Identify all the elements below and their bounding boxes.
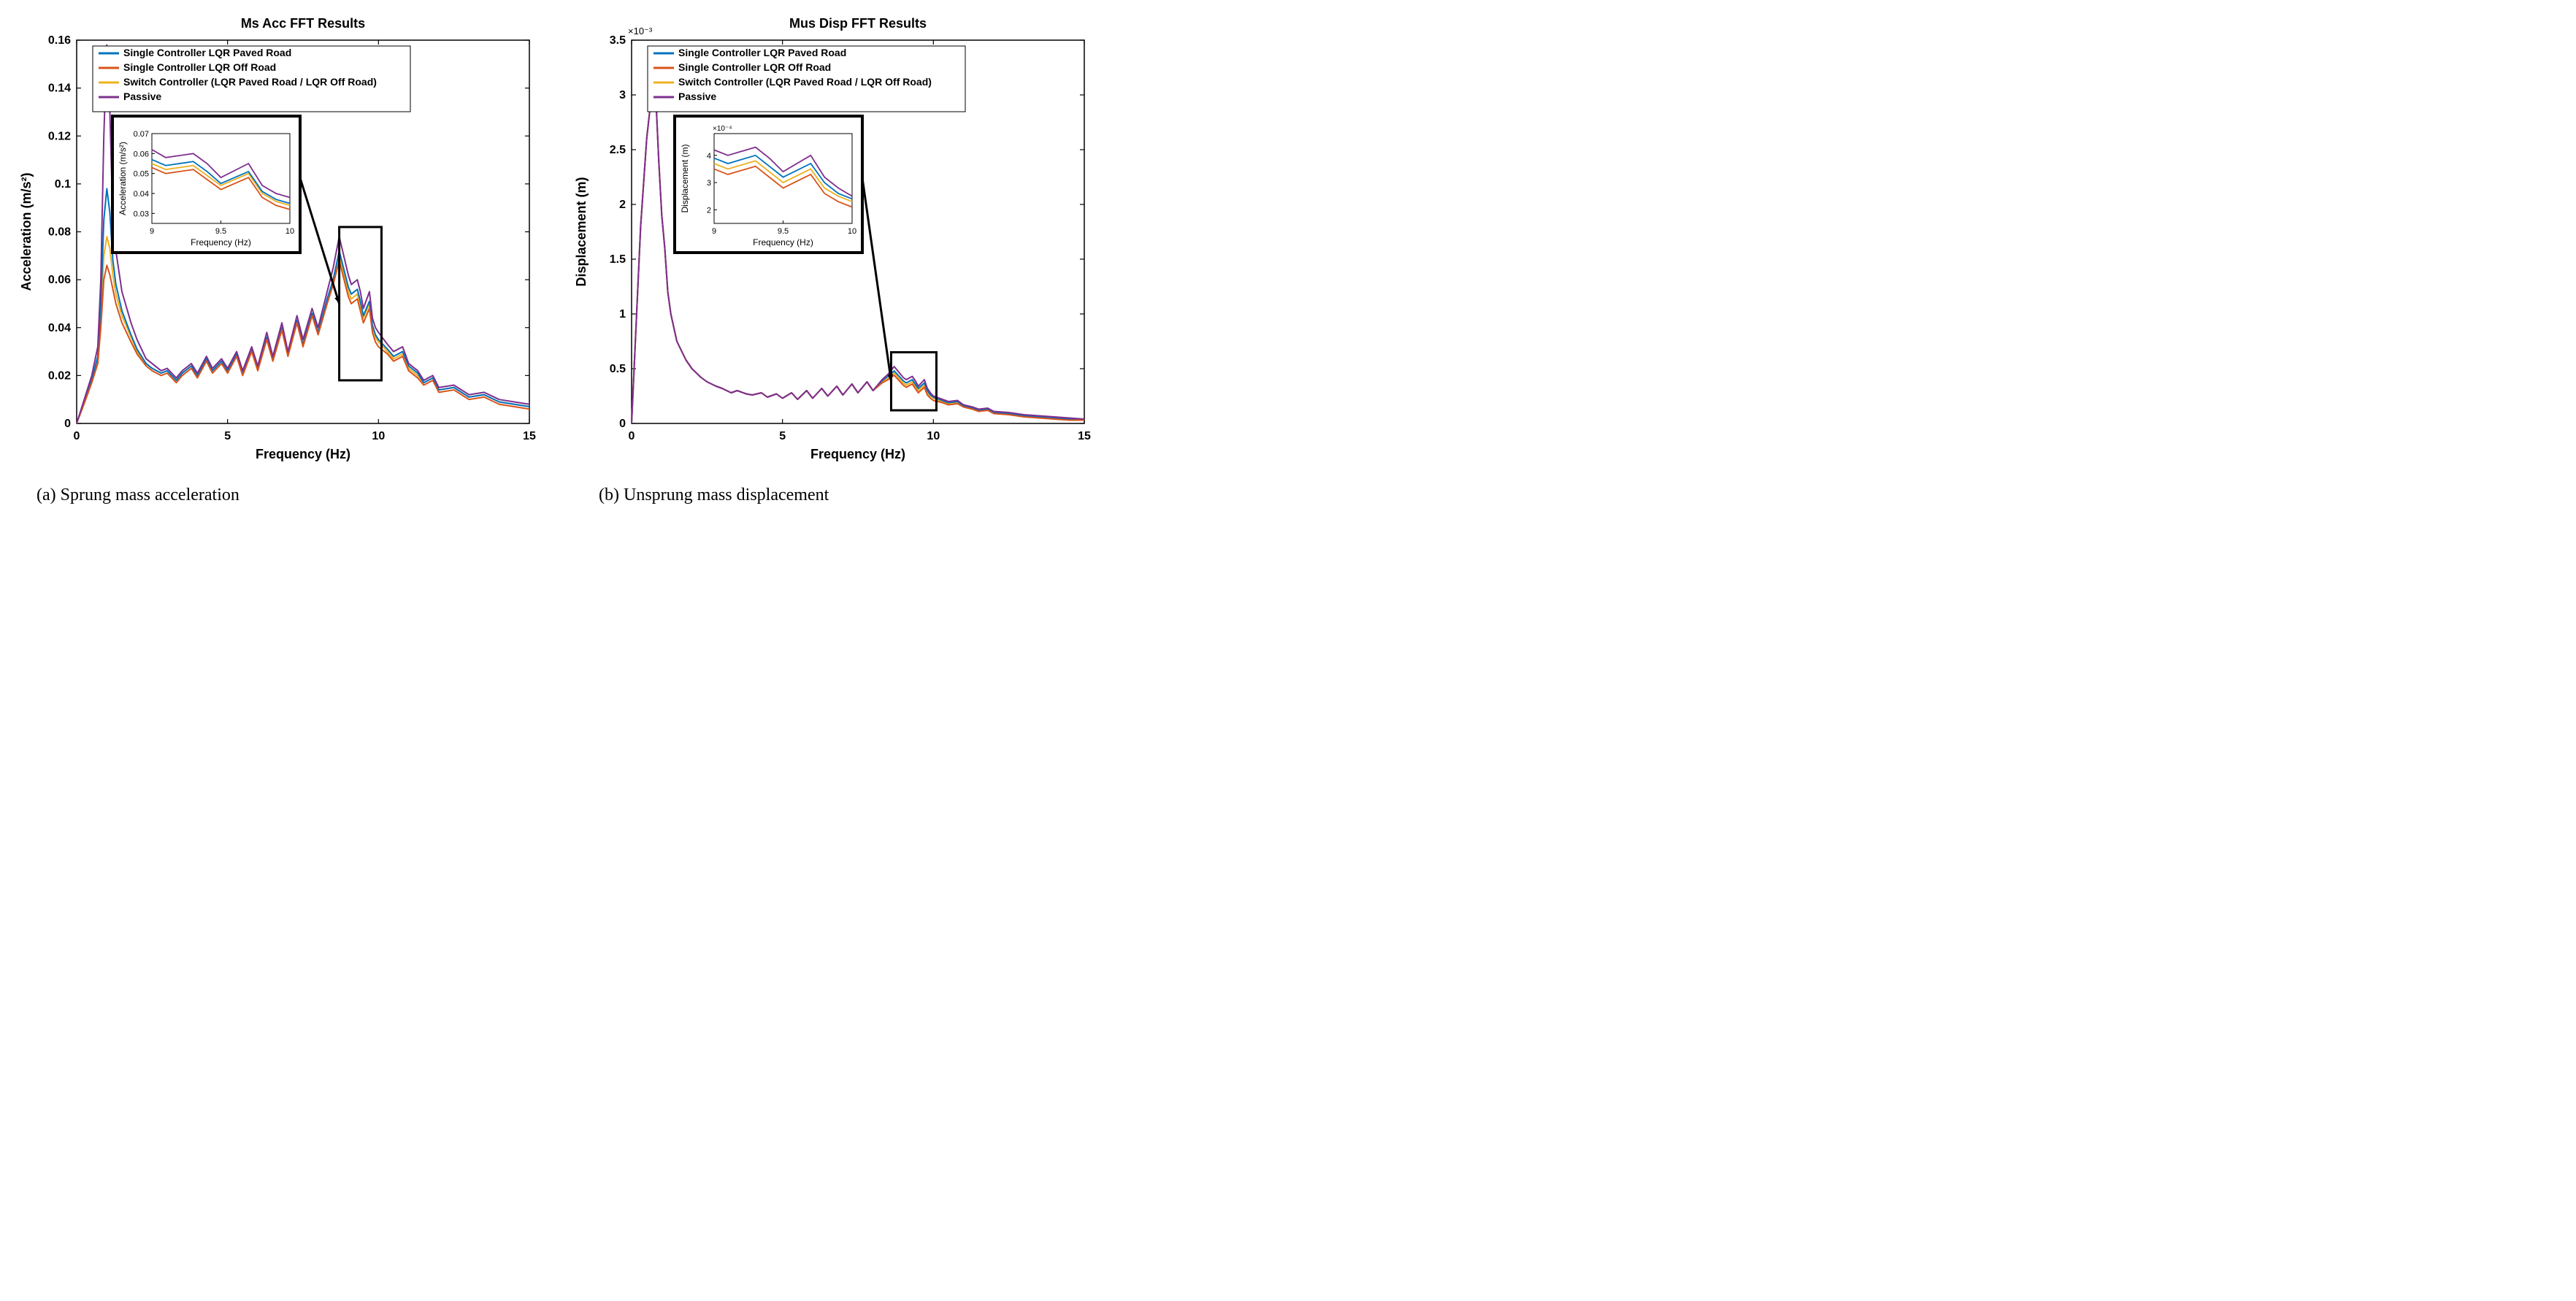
svg-text:Switch Controller (LQR Paved R: Switch Controller (LQR Paved Road / LQR …: [123, 76, 377, 88]
svg-text:0: 0: [74, 430, 80, 442]
svg-text:15: 15: [1078, 430, 1091, 442]
svg-text:0.14: 0.14: [48, 82, 71, 95]
svg-text:0.06: 0.06: [134, 150, 149, 158]
svg-text:Frequency (Hz): Frequency (Hz): [256, 447, 350, 461]
svg-text:Displacement (m): Displacement (m): [680, 144, 690, 212]
svg-text:Frequency (Hz): Frequency (Hz): [191, 237, 251, 247]
svg-text:Frequency (Hz): Frequency (Hz): [810, 447, 905, 461]
svg-text:×10⁻⁴: ×10⁻⁴: [713, 125, 732, 133]
svg-text:0: 0: [629, 430, 635, 442]
svg-text:10: 10: [372, 430, 385, 442]
chart-b-svg: Mus Disp FFT Results 0 5 10 15 0 0.5 1 1.5 2 2.5 3 3…: [570, 15, 1095, 467]
svg-text:×10⁻³: ×10⁻³: [628, 26, 653, 37]
svg-text:0: 0: [64, 418, 71, 430]
svg-text:0.04: 0.04: [48, 322, 71, 334]
svg-text:10: 10: [927, 430, 940, 442]
svg-text:3: 3: [619, 89, 626, 101]
svg-text:3.5: 3.5: [610, 34, 626, 47]
svg-text:Displacement (m): Displacement (m): [574, 177, 589, 286]
svg-text:2.5: 2.5: [610, 144, 626, 156]
svg-text:Switch Controller (LQR Paved R: Switch Controller (LQR Paved Road / LQR …: [678, 76, 932, 88]
svg-text:0.07: 0.07: [134, 130, 149, 139]
panel-a: Ms Acc FFT Results 0 5 10 15 0 0.02 0.04 0.06 0.0…: [15, 15, 540, 467]
svg-text:Frequency (Hz): Frequency (Hz): [753, 237, 813, 247]
svg-text:0.1: 0.1: [55, 178, 71, 191]
svg-text:10: 10: [285, 227, 294, 236]
svg-text:0: 0: [619, 418, 626, 430]
svg-text:5: 5: [779, 430, 786, 442]
svg-text:3: 3: [707, 179, 711, 188]
svg-text:Acceleration (m/s²): Acceleration (m/s²): [118, 142, 128, 215]
svg-text:5: 5: [224, 430, 231, 442]
captions-row: (a) Sprung mass acceleration (b) Unsprun…: [15, 486, 1110, 505]
svg-text:Single Controller LQR Off Road: Single Controller LQR Off Road: [123, 61, 276, 73]
figure-container: Ms Acc FFT Results05101500.020.040.060.0…: [15, 15, 1110, 505]
caption-b: (b) Unsprung mass displacement: [577, 486, 1110, 505]
svg-text:10: 10: [848, 227, 856, 236]
svg-text:Single Controller LQR Paved Ro: Single Controller LQR Paved Road: [678, 47, 846, 58]
svg-text:2: 2: [619, 199, 626, 211]
svg-text:9.5: 9.5: [215, 227, 226, 236]
panel-b: Mus Disp FFT Results 0 5 10 15 0 0.5 1 1.5 2 2.5 3 3…: [570, 15, 1095, 467]
svg-text:0.06: 0.06: [48, 274, 71, 286]
svg-text:15: 15: [523, 430, 536, 442]
svg-text:0.05: 0.05: [134, 170, 149, 179]
svg-text:0.02: 0.02: [48, 369, 71, 382]
svg-text:Passive: Passive: [123, 91, 161, 102]
svg-text:0.5: 0.5: [610, 363, 626, 375]
svg-text:Acceleration (m/s²): Acceleration (m/s²): [19, 172, 34, 291]
panels-row: Ms Acc FFT Results05101500.020.040.060.0…: [15, 15, 1110, 467]
chart-a-svg: Ms Acc FFT Results 0 5 10 15 0 0.02 0.04 0.06 0.0…: [15, 15, 540, 467]
caption-a: (a) Sprung mass acceleration: [15, 486, 548, 505]
svg-text:9.5: 9.5: [778, 227, 789, 236]
svg-text:Mus Disp FFT Results: Mus Disp FFT Results: [789, 16, 927, 31]
svg-text:0.03: 0.03: [134, 210, 149, 218]
svg-text:Single Controller LQR Paved Ro: Single Controller LQR Paved Road: [123, 47, 291, 58]
svg-text:2: 2: [707, 206, 711, 215]
svg-text:1.5: 1.5: [610, 253, 626, 266]
svg-text:Passive: Passive: [678, 91, 716, 102]
svg-text:4: 4: [707, 152, 711, 161]
svg-text:0.16: 0.16: [48, 34, 71, 47]
svg-text:0.04: 0.04: [134, 190, 149, 199]
svg-text:0.08: 0.08: [48, 226, 71, 239]
svg-text:1: 1: [619, 308, 626, 321]
svg-text:9: 9: [150, 227, 154, 236]
svg-text:Ms Acc FFT Results: Ms Acc FFT Results: [241, 16, 365, 31]
svg-text:Single Controller LQR Off Road: Single Controller LQR Off Road: [678, 61, 831, 73]
svg-text:9: 9: [712, 227, 716, 236]
svg-text:0.12: 0.12: [48, 130, 71, 142]
